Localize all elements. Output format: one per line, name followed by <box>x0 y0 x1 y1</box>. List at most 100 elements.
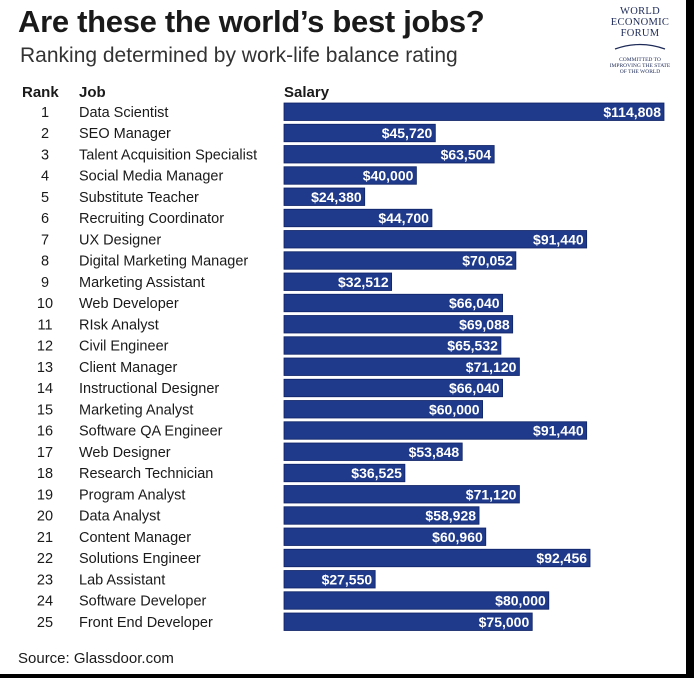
salary-header: Salary <box>284 84 330 101</box>
job-label: Front End Developer <box>79 615 213 631</box>
job-label: Recruiting Coordinator <box>79 211 224 227</box>
rank-label: 4 <box>41 169 49 185</box>
salary-bar <box>283 463 406 483</box>
rank-label: 7 <box>41 232 49 248</box>
job-label: Client Manager <box>79 360 177 376</box>
job-header: Job <box>79 84 106 101</box>
salary-bar <box>283 187 366 206</box>
salary-value-label: $80,000 <box>495 593 546 609</box>
salary-value-label: $44,700 <box>378 210 429 226</box>
job-label: Software Developer <box>79 594 207 610</box>
salary-value-label: $69,088 <box>459 316 510 332</box>
salary-value-label: $114,808 <box>603 104 661 120</box>
salary-bar <box>283 506 480 525</box>
rank-label: 23 <box>37 572 53 588</box>
salary-value-label: $92,456 <box>536 550 587 566</box>
salary-bar <box>283 315 514 334</box>
rank-header: Rank <box>22 84 59 101</box>
salary-bar <box>283 548 591 568</box>
rank-label: 18 <box>37 466 53 482</box>
salary-bar <box>283 123 436 143</box>
salary-bar <box>283 378 503 398</box>
job-label: Solutions Engineer <box>79 551 201 567</box>
salary-value-label: $91,440 <box>533 231 584 247</box>
logo-tagline-3: OF THE WORLD <box>619 69 661 75</box>
salary-value-label: $58,928 <box>425 508 476 524</box>
rank-label: 17 <box>37 445 53 461</box>
salary-bar <box>283 591 550 610</box>
salary-value-label: $66,040 <box>449 295 500 311</box>
job-label: Web Designer <box>79 445 171 461</box>
salary-value-label: $24,380 <box>311 189 362 205</box>
job-label: Instructional Designer <box>79 381 219 397</box>
job-label: Civil Engineer <box>79 339 169 355</box>
salary-value-label: $75,000 <box>479 614 530 630</box>
logo-tagline-1: COMMITTED TO <box>619 57 661 63</box>
salary-bar <box>283 485 520 504</box>
logo-line-2: ECONOMIC <box>610 17 670 28</box>
right-border <box>686 0 694 678</box>
job-label: Lab Assistant <box>79 572 165 588</box>
salary-value-label: $60,000 <box>429 401 480 417</box>
job-label: Software QA Engineer <box>79 424 223 440</box>
rank-label: 9 <box>41 275 49 291</box>
salary-bar <box>283 442 463 461</box>
salary-value-label: $45,720 <box>382 125 433 141</box>
salary-value-label: $71,120 <box>466 486 517 502</box>
salary-bar <box>283 527 487 546</box>
salary-bar <box>283 336 502 355</box>
salary-value-label: $70,052 <box>462 253 513 269</box>
job-label: UX Designer <box>79 232 161 248</box>
salary-bar <box>283 102 665 121</box>
rank-label: 11 <box>37 317 52 333</box>
rank-label: 16 <box>37 424 53 440</box>
salary-bar <box>283 251 517 270</box>
rank-label: 10 <box>37 296 53 312</box>
rank-label: 2 <box>41 126 49 142</box>
salary-value-label: $63,504 <box>441 146 492 162</box>
logo-tagline-2: IMPROVING THE STATE <box>609 63 671 69</box>
salary-bar <box>283 145 495 164</box>
rank-label: 20 <box>37 509 53 525</box>
rank-label: 21 <box>37 530 53 546</box>
salary-bar <box>283 293 503 313</box>
rank-label: 14 <box>37 381 53 397</box>
rank-label: 25 <box>37 615 53 631</box>
job-label: Talent Acquisition Specialist <box>79 147 257 163</box>
salary-value-label: $36,525 <box>351 465 402 481</box>
job-label: Marketing Assistant <box>79 275 205 291</box>
rank-label: 22 <box>37 551 53 567</box>
salary-value-label: $53,848 <box>409 444 460 460</box>
job-label: Data Analyst <box>79 509 160 525</box>
job-label: Web Developer <box>79 296 179 312</box>
job-label: Marketing Analyst <box>79 402 193 418</box>
source-note: Source: Glassdoor.com <box>18 650 174 667</box>
salary-value-label: $66,040 <box>449 380 500 396</box>
rank-label: 15 <box>37 402 53 418</box>
job-label: Program Analyst <box>79 487 185 503</box>
job-label: SEO Manager <box>79 126 171 142</box>
salary-value-label: $27,550 <box>322 571 373 587</box>
rank-label: 1 <box>41 105 49 121</box>
salary-bar <box>283 230 588 249</box>
rank-label: 8 <box>41 254 49 270</box>
rank-label: 13 <box>37 360 53 376</box>
salary-bar <box>283 166 417 185</box>
job-label: Substitute Teacher <box>79 190 199 206</box>
logo-arc-icon <box>614 43 666 50</box>
job-label: Content Manager <box>79 530 191 546</box>
rank-label: 5 <box>41 190 49 206</box>
salary-bar <box>283 612 533 631</box>
salary-value-label: $60,960 <box>432 529 483 545</box>
salary-bar <box>283 272 393 291</box>
salary-value-label: $32,512 <box>338 274 389 290</box>
job-label: Data Scientist <box>79 105 168 121</box>
rank-label: 6 <box>41 211 49 227</box>
salary-bar <box>283 400 483 419</box>
salary-bar <box>283 421 588 440</box>
rank-label: 12 <box>37 339 53 355</box>
wef-logo: WORLD ECONOMIC FORUM COMMITTED TO IMPROV… <box>598 6 682 75</box>
salary-bar <box>283 570 376 589</box>
chart-title: Are these the world’s best jobs? <box>18 4 485 39</box>
